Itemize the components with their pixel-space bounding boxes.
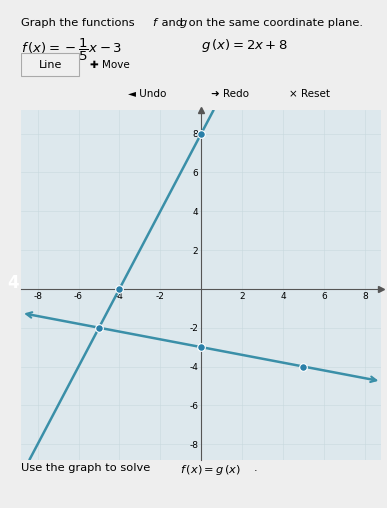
Text: g: g: [179, 18, 187, 28]
Text: ➜ Redo: ➜ Redo: [211, 89, 249, 99]
Text: and: and: [158, 18, 186, 28]
Text: Graph the functions: Graph the functions: [21, 18, 139, 28]
Text: $g\,(x)=2x+8$: $g\,(x)=2x+8$: [201, 37, 288, 53]
Text: on the same coordinate plane.: on the same coordinate plane.: [185, 18, 363, 28]
Text: .: .: [253, 463, 257, 473]
Text: 4: 4: [7, 274, 19, 292]
Text: $f\,(x)=g\,(x)$: $f\,(x)=g\,(x)$: [180, 463, 241, 478]
Text: Use the graph to solve: Use the graph to solve: [21, 463, 151, 473]
FancyBboxPatch shape: [21, 53, 79, 76]
Text: ◄ Undo: ◄ Undo: [128, 89, 166, 99]
Text: f: f: [152, 18, 156, 28]
Text: Line: Line: [38, 60, 62, 70]
Text: ✚ Move: ✚ Move: [90, 60, 129, 70]
Text: × Reset: × Reset: [289, 89, 330, 99]
Text: $f\,(x)=-\dfrac{1}{5}x-3$: $f\,(x)=-\dfrac{1}{5}x-3$: [21, 37, 122, 62]
